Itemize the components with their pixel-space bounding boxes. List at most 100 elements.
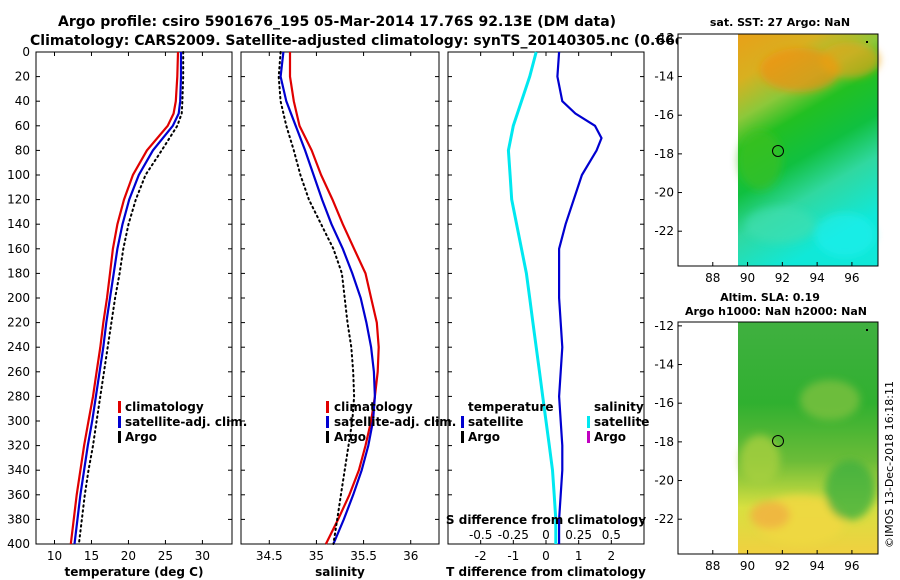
legend-swatch-satellite xyxy=(326,416,329,428)
legend-t-argo: Argo xyxy=(468,430,500,444)
depth-tick-label: 20 xyxy=(15,70,30,84)
temperature-legend: climatology satellite-adj. clim. Argo xyxy=(118,400,247,444)
depth-tick-label: 40 xyxy=(15,94,30,108)
legend-temperature-title: temperature xyxy=(468,400,553,414)
lat-tick-label: -16 xyxy=(654,108,674,122)
depth-tick-label: 140 xyxy=(7,217,30,231)
temperature-panel: 0 20 40 60 80 100 120 140 160 180 200 220 240 260 280 3… xyxy=(7,45,247,579)
depth-tick-label: 360 xyxy=(7,488,30,502)
lon-tick-label: 96 xyxy=(844,271,859,285)
sla-map-frame xyxy=(677,321,879,555)
depth-tick-label: 240 xyxy=(7,340,30,354)
legend-s-argo: Argo xyxy=(594,430,626,444)
x-tick-label: 36 xyxy=(403,549,418,563)
lon-tick-label: 96 xyxy=(844,559,859,573)
sst-map-title: sat. SST: 27 Argo: NaN xyxy=(710,16,850,29)
legend-climatology: climatology xyxy=(334,400,413,414)
legend-s-satellite: satellite xyxy=(594,415,649,429)
series-line-argo xyxy=(77,51,185,545)
lon-tick-label: 88 xyxy=(705,271,720,285)
legend-swatch-argo xyxy=(326,431,329,443)
x-tick-label: 35 xyxy=(309,549,324,563)
difference-plot-frame xyxy=(447,51,645,545)
depth-tick-label: 200 xyxy=(7,291,30,305)
difference-panel: -2 -1 0 1 2 T difference from climatology S … xyxy=(446,51,649,579)
sla-map: Altim. SLA: 0.19 Argo h1000: NaN h2000: … xyxy=(654,291,879,573)
lon-tick-label: 88 xyxy=(705,559,720,573)
sla-map-dot xyxy=(866,329,868,331)
lat-tick-label: -18 xyxy=(654,435,674,449)
sla-texture xyxy=(740,380,875,545)
difference-legend: temperature satellite Argo salinity sate… xyxy=(461,400,649,444)
x-tick-label: 35.5 xyxy=(350,549,377,563)
x-tick-label: 15 xyxy=(84,549,99,563)
legend-salinity-title: salinity xyxy=(594,400,644,414)
sst-texture xyxy=(738,42,880,257)
lat-tick-label: -16 xyxy=(654,396,674,410)
depth-tick-label: 340 xyxy=(7,463,30,477)
s-diff-tick-label: 0.5 xyxy=(602,528,621,542)
series-line-satellite-adj-clim- xyxy=(279,51,377,545)
argo-location-marker xyxy=(772,435,784,447)
title-line-1: Argo profile: csiro 5901676_195 05-Mar-2… xyxy=(58,14,616,30)
legend-swatch-s-satellite xyxy=(587,416,590,428)
sst-map-frame xyxy=(677,33,879,267)
series-line-climatology xyxy=(288,52,380,545)
lat-tick-label: -12 xyxy=(654,319,674,333)
lat-tick-label: -22 xyxy=(654,224,674,238)
s-diff-tick-label: -0.5 xyxy=(469,528,492,542)
lat-tick-label: -14 xyxy=(654,358,674,372)
series-line-climatology xyxy=(69,51,180,545)
s-diff-tick-label: -0.25 xyxy=(498,528,529,542)
x-tick-label: 0 xyxy=(542,549,550,563)
legend-swatch-satellite xyxy=(118,416,121,428)
lon-tick-label: 94 xyxy=(809,559,824,573)
title-line-2: Climatology: CARS2009. Satellite-adjuste… xyxy=(30,33,748,49)
series-line-argo xyxy=(277,51,356,545)
depth-tick-label: 0 xyxy=(22,45,30,59)
sst-map-dot xyxy=(866,41,868,43)
t-difference-xlabel: T difference from climatology xyxy=(446,565,646,579)
x-tick-label: -1 xyxy=(507,549,519,563)
depth-tick-label: 220 xyxy=(7,316,30,330)
temperature-plot-frame xyxy=(35,51,233,545)
x-tick-label: 10 xyxy=(47,549,62,563)
x-tick-label: 20 xyxy=(121,549,136,563)
s-difference-label: S difference from climatology xyxy=(446,513,646,527)
depth-tick-label: 180 xyxy=(7,266,30,280)
imos-credit: ©IMOS 13-Dec-2018 16:18:11 xyxy=(883,381,896,548)
depth-tick-label: 120 xyxy=(7,193,30,207)
salinity-plot-frame xyxy=(240,51,440,545)
x-tick-label: 2 xyxy=(608,549,616,563)
temperature-xlabel: temperature (deg C) xyxy=(65,565,204,579)
sla-map-title-2: Argo h1000: NaN h2000: NaN xyxy=(685,305,867,318)
depth-tick-label: 380 xyxy=(7,512,30,526)
lat-tick-label: -22 xyxy=(654,512,674,526)
argo-location-marker xyxy=(772,145,784,157)
lat-tick-label: -20 xyxy=(654,474,674,488)
salinity-panel: 34.5 35 35.5 36 salinity climatology satell… xyxy=(240,51,456,579)
x-tick-label: 34.5 xyxy=(256,549,283,563)
series-line-temperature-satellite xyxy=(556,51,603,544)
depth-tick-label: 160 xyxy=(7,242,30,256)
sla-map-title-1: Altim. SLA: 0.19 xyxy=(720,291,820,304)
legend-swatch-climatology xyxy=(118,401,121,413)
lat-tick-label: -12 xyxy=(654,31,674,45)
depth-tick-label: 260 xyxy=(7,365,30,379)
salinity-xlabel: salinity xyxy=(315,565,365,579)
lon-tick-label: 92 xyxy=(775,271,790,285)
depth-tick-label: 400 xyxy=(7,537,30,551)
x-tick-label: 30 xyxy=(195,549,210,563)
series-line-salinity-satellite xyxy=(506,51,558,544)
depth-tick-label: 100 xyxy=(7,168,30,182)
depth-tick-label: 280 xyxy=(7,389,30,403)
lon-tick-label: 94 xyxy=(809,271,824,285)
legend-t-satellite: satellite xyxy=(468,415,523,429)
lat-tick-label: -20 xyxy=(654,186,674,200)
depth-tick-label: 300 xyxy=(7,414,30,428)
depth-tick-label: 60 xyxy=(15,119,30,133)
depth-tick-label: 80 xyxy=(15,143,30,157)
legend-climatology: climatology xyxy=(125,400,204,414)
salinity-legend: climatology satellite-adj. clim. Argo xyxy=(326,400,456,444)
